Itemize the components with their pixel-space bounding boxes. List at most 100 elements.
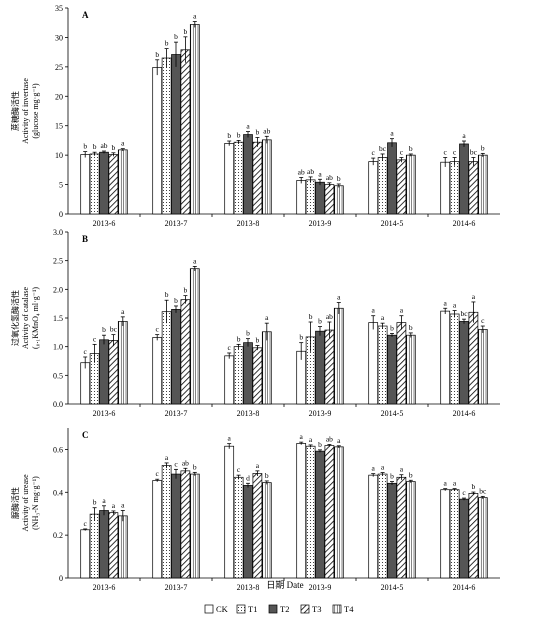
significance-letter: bc [470,147,478,156]
x-tick-label: 2013-6 [93,409,116,418]
bar-T3 [180,49,191,215]
legend-swatch-CK [204,604,214,614]
bar-T3 [396,322,407,405]
significance-letter: c [444,147,448,156]
bar-T3 [180,299,191,405]
significance-letter: ab [100,141,107,150]
significance-letter: a [102,496,106,505]
bar-T4 [189,268,200,405]
significance-letter: a [400,465,404,474]
significance-letter: b [390,323,394,332]
significance-letter: b [390,472,394,481]
bar-CK [152,480,163,579]
bar-CK [440,310,451,405]
significance-letter: ab [307,167,314,176]
significance-letter: b [256,127,260,136]
bar-T4 [117,515,128,579]
bar-T2 [99,339,109,405]
significance-letter: a [390,129,394,138]
significance-letter: ab [263,126,270,135]
x-tick-label: 2013-7 [165,583,188,592]
x-axis-label: 日期 Date [266,580,303,590]
bar-T3 [324,329,335,405]
significance-letter: c [372,148,376,157]
y-tick-label: 30 [55,33,63,42]
bar-T1 [377,157,388,215]
bar-T4 [189,473,200,579]
bar-T1 [233,141,244,215]
y-tick-label: 0.5 [53,371,63,380]
significance-letter: a [472,292,476,301]
x-tick-label: 2014-6 [453,409,476,418]
y-tick-label: 25 [55,63,63,72]
significance-letter: bc [479,486,487,495]
bar-T2 [171,473,181,579]
significance-letter: c [453,147,457,156]
bar-T2 [99,510,109,579]
bar-T1 [449,161,460,215]
bar-T2 [315,330,325,405]
x-tick-label: 2013-6 [93,219,116,228]
chart-panels: 0 5 10 15 20 25 30 35 A 蔗糖酶活性 Activity of invertas… [10,4,500,592]
bar-CK [296,180,307,215]
legend-swatch-T1 [236,604,246,614]
significance-letter: b [246,329,250,338]
significance-letter: c [237,465,241,474]
significance-letter: b [409,470,413,479]
panel-A: 0 5 10 15 20 25 30 35 A 蔗糖酶活性 Activity of invertas… [10,4,500,228]
significance-letter: b [318,440,322,449]
x-tick-label: 2014-5 [381,583,404,592]
significance-letter: a [444,479,448,488]
bar-T2 [387,142,397,215]
significance-letter: c [462,488,466,497]
significance-letter: c [174,459,178,468]
bar-T1 [449,313,460,405]
bar-T3 [180,470,191,579]
significance-letter: b [165,39,169,48]
y-tick-label: 20 [55,92,63,101]
y-tick-label: 1.5 [53,314,63,323]
y-axis-label-line: Activity of catalase [21,286,30,349]
x-tick-label: 2013-9 [309,409,332,418]
significance-letter: c [84,347,88,356]
bar-T3 [324,184,335,215]
significance-letter: a [453,301,457,310]
x-tick-label: 2013-9 [309,583,332,592]
significance-letter: b [409,323,413,332]
y-tick-label: 35 [55,4,63,13]
significance-letter: b [318,317,322,326]
significance-letter: c [93,334,97,343]
significance-letter: a [112,501,116,510]
significance-letter: c [481,316,485,325]
bar-T1 [377,473,388,579]
bar-T2 [315,450,325,579]
significance-letter: a [246,122,250,131]
y-tick-label: 0 [59,574,63,583]
significance-letter: b [93,498,97,507]
significance-letter: bc [110,325,118,334]
significance-letter: a [228,434,232,443]
bar-T4 [477,497,488,579]
bar-T1 [377,325,388,405]
bar-CK [368,161,379,215]
bar-CK [368,474,379,579]
y-axis-label-line: Activity of invertase [21,78,30,144]
legend-label-T3: T3 [312,604,321,614]
bar-T2 [315,181,325,215]
bar-CK [152,67,163,215]
x-tick-label: 2013-7 [165,409,188,418]
significance-letter: a [121,501,125,510]
bar-T3 [252,473,263,579]
significance-letter: ab [326,435,333,444]
significance-letter: b [83,142,87,151]
significance-letter: b [237,334,241,343]
significance-letter: ab [326,312,333,321]
significance-letter: a [265,313,269,322]
bar-CK [224,445,235,579]
y-tick-label: 15 [55,122,63,131]
y-tick-label: 2.5 [53,257,63,266]
significance-letter: a [372,464,376,473]
legend-swatch-T4 [332,604,342,614]
panel-letter: C [82,430,89,440]
